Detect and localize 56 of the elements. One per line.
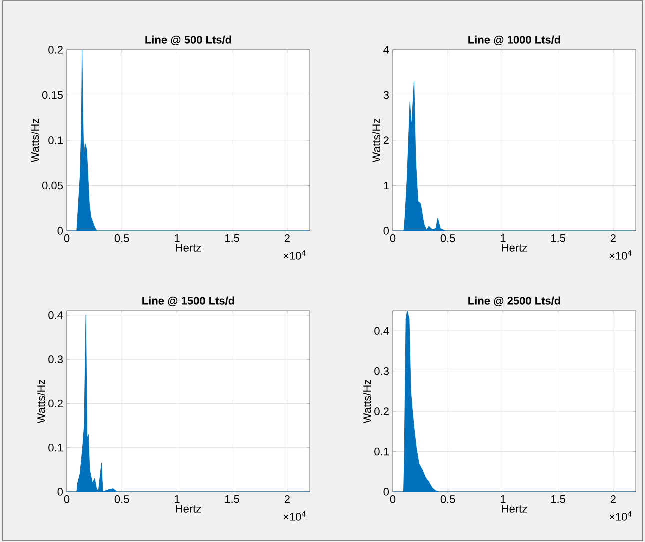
x-tick-label: 0.5 (114, 496, 130, 504)
y-tick-label: 0.1 (48, 136, 63, 144)
y-axis-title: Watts/Hz (363, 380, 372, 424)
x-axis-title: Hertz (502, 505, 528, 513)
y-tick-label: 4 (384, 46, 390, 54)
x-tick-label: 2 (284, 496, 290, 504)
x-tick-label: 0.5 (440, 496, 456, 504)
y-tick-label: 0.2 (48, 400, 63, 408)
x-axis-title: Hertz (176, 505, 202, 513)
x-tick-label: 1 (174, 234, 180, 242)
y-axis-title: Watts/Hz (372, 118, 380, 163)
y-tick-label: 0.1 (48, 444, 63, 452)
y-tick-label: 0 (384, 227, 390, 235)
y-tick-label: 0.3 (48, 356, 63, 364)
y-tick-label: 0.3 (374, 367, 389, 376)
x-tick-label: 0.5 (114, 234, 130, 242)
x-tick-label: 0 (390, 234, 396, 242)
y-tick-label: 3 (384, 91, 389, 100)
text: ×10$^{4}$ (284, 250, 306, 260)
x-tick-label: 1 (500, 496, 506, 504)
y-tick-label: 0.4 (374, 327, 390, 336)
y-axis-title: Watts/Hz (37, 380, 46, 424)
y-tick-label: 1 (384, 182, 389, 190)
x-tick-label: 2 (610, 496, 616, 504)
y-tick-label: 0.2 (374, 408, 389, 416)
x-tick-label: 2 (610, 234, 616, 242)
y-axis-title: Watts/Hz (31, 118, 40, 163)
text: ×10$^{4}$ (610, 512, 632, 521)
x-tick-label: 0 (390, 496, 396, 504)
y-tick-label: 0 (58, 488, 64, 496)
y-tick-label: 0.15 (42, 91, 63, 100)
x-tick-label: 1.5 (225, 496, 240, 504)
y-tick-label: 0 (384, 488, 390, 496)
text: ×10$^{4}$ (284, 512, 306, 521)
y-tick-label: 0.2 (48, 46, 63, 54)
x-tick-label: 0.5 (440, 234, 456, 242)
chart-title: Line @ 1000 Lts/d (468, 36, 560, 46)
x-axis-title: Hertz (176, 244, 202, 252)
x-tick-label: 0 (64, 234, 70, 242)
chart-title: Line @ 2500 Lts/d (468, 296, 560, 306)
x-tick-label: 2 (284, 234, 290, 242)
x-tick-label: 1.5 (551, 496, 566, 504)
x-tick-label: 1 (500, 234, 506, 242)
x-axis-title: Hertz (502, 244, 528, 252)
x-tick-label: 1.5 (551, 234, 566, 242)
x-tick-label: 1 (174, 496, 180, 504)
y-tick-label: 0 (58, 227, 64, 235)
y-tick-label: 0.1 (374, 448, 389, 456)
y-tick-label: 2 (384, 136, 389, 144)
text: ×10$^{4}$ (610, 250, 632, 260)
x-tick-label: 0 (64, 496, 70, 504)
x-tick-label: 1.5 (225, 234, 240, 242)
y-tick-label: 0.05 (42, 182, 63, 190)
chart-title: Line @ 500 Lts/d (146, 36, 232, 46)
y-tick-label: 0.4 (48, 312, 64, 320)
chart-title: Line @ 1500 Lts/d (142, 296, 234, 306)
